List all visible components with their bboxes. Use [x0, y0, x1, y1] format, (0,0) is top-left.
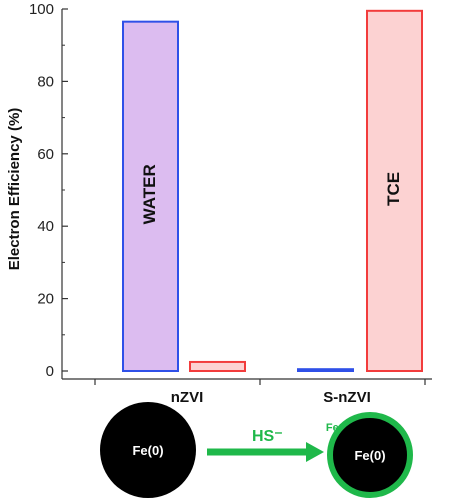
y-tick-label: 100 — [29, 1, 54, 18]
y-tick-label: 0 — [46, 363, 54, 380]
x-category-label: nZVI — [171, 389, 204, 406]
bar — [297, 368, 354, 373]
bar-label: TCE — [384, 172, 403, 206]
snzvi-particle — [327, 412, 413, 498]
sulfidation-arrow-head — [306, 442, 324, 462]
nzvi-particle — [100, 402, 196, 498]
y-tick-label: 40 — [37, 218, 54, 235]
reaction-scheme: Fe(0) HS⁻ FeS Fe(0) — [100, 402, 413, 498]
x-category-label: S-nZVI — [323, 389, 371, 406]
y-axis: 0 20 40 60 80 100 — [29, 1, 68, 380]
y-tick-label: 60 — [37, 146, 54, 163]
snzvi-particle-label: Fe(0) — [354, 448, 385, 463]
bar — [366, 9, 423, 373]
nzvi-particle-label: Fe(0) — [132, 443, 163, 458]
x-axis: nZVI S-nZVI — [62, 378, 432, 406]
bar — [189, 360, 246, 373]
reagent-label: HS⁻ — [252, 428, 283, 445]
bars: WATER TCE — [122, 9, 423, 373]
bar — [122, 20, 179, 372]
y-tick-label: 80 — [37, 73, 54, 90]
y-axis-title: Electron Efficiency (%) — [6, 108, 23, 271]
bar-label: WATER — [140, 164, 159, 224]
y-tick-label: 20 — [37, 291, 54, 308]
